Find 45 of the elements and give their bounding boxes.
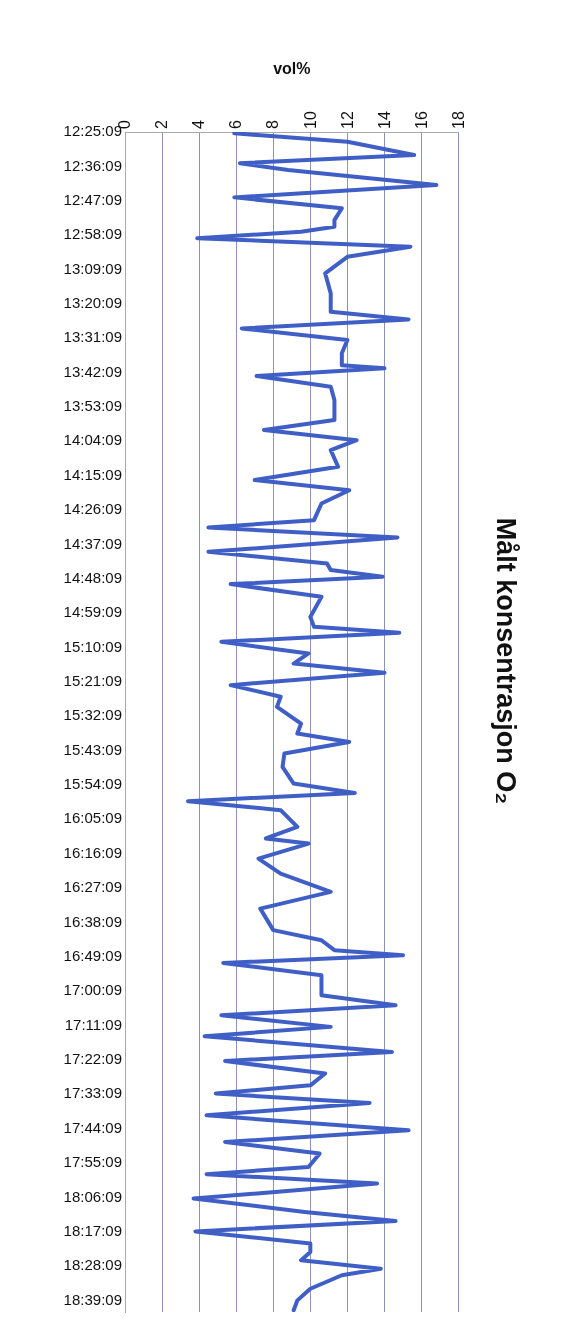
y-tick-label: 17:33:09 — [63, 1084, 122, 1102]
y-tick-label: 16:27:09 — [63, 878, 122, 896]
y-tick-label: 13:42:09 — [63, 362, 122, 380]
y-tick-label: 14:59:09 — [63, 603, 122, 621]
x-tick-label: 14 — [375, 111, 393, 129]
x-tick-label: 18 — [449, 111, 467, 129]
y-tick-label: 18:39:09 — [63, 1290, 122, 1308]
y-tick-label: 16:38:09 — [63, 912, 122, 930]
text: Målt konsentrasjon O₂ — [491, 517, 522, 805]
y-tick-label: 16:05:09 — [63, 809, 122, 827]
y-tick-label: 15:43:09 — [63, 740, 122, 758]
y-tick-label: 12:36:09 — [63, 156, 122, 174]
y-tick-label: 18:17:09 — [63, 1221, 122, 1239]
y-tick-label: 18:06:09 — [63, 1187, 122, 1205]
y-tick-label: 15:10:09 — [63, 637, 122, 655]
x-tick-label: 16 — [412, 111, 430, 129]
y-tick-label: 13:31:09 — [63, 328, 122, 346]
x-axis-title: vol% — [273, 60, 311, 78]
y-tick-label: 17:22:09 — [63, 1050, 122, 1068]
y-tick-label: 13:53:09 — [63, 397, 122, 415]
x-tick-label: 12 — [338, 111, 356, 129]
y-tick-label: 14:04:09 — [63, 431, 122, 449]
y-tick-label: 15:21:09 — [63, 672, 122, 690]
y-tick-label: 13:09:09 — [63, 259, 122, 277]
y-tick-label: 14:26:09 — [63, 500, 122, 518]
y-tick-label: 17:00:09 — [63, 981, 122, 999]
y-tick-label: 14:15:09 — [63, 465, 122, 483]
y-tick-label: 16:16:09 — [63, 843, 122, 861]
x-tick-label: 2 — [153, 120, 171, 129]
y-tick-label: 12:58:09 — [63, 225, 122, 243]
y-tick-label: 17:55:09 — [63, 1153, 122, 1171]
x-tick-label: 8 — [264, 120, 282, 129]
y-tick-label: 14:37:09 — [63, 534, 122, 552]
y-tick-label: 15:32:09 — [63, 706, 122, 724]
y-tick-label: 12:47:09 — [63, 190, 122, 208]
y-tick-label: 13:20:09 — [63, 293, 122, 311]
x-tick-label: 10 — [301, 111, 319, 129]
x-tick-label: 4 — [190, 120, 208, 129]
y-tick-label: 17:11:09 — [64, 1015, 122, 1033]
y-tick-label: 16:49:09 — [63, 946, 122, 964]
y-tick-label: 15:54:09 — [63, 775, 122, 793]
y-tick-label: 18:28:09 — [63, 1256, 122, 1274]
x-tick-label: 6 — [227, 120, 245, 129]
y-tick-label: 14:48:09 — [63, 568, 122, 586]
y-tick-label: 17:44:09 — [63, 1118, 122, 1136]
